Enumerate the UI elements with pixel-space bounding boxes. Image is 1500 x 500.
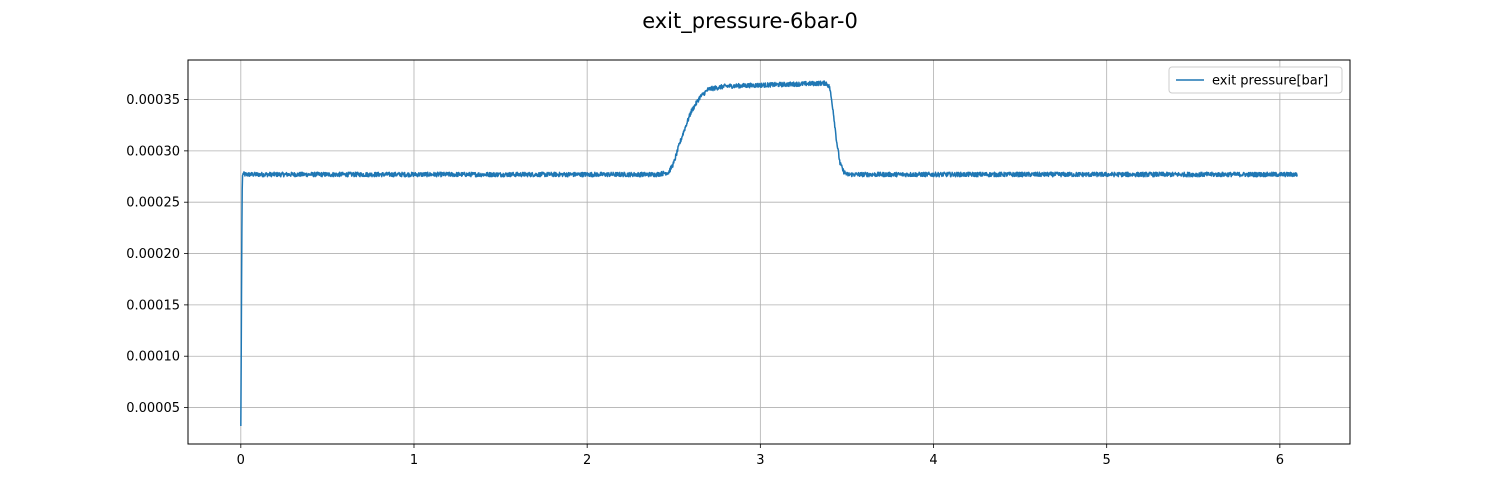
x-tick-label: 5 [1103,453,1111,468]
chart-title: exit_pressure-6bar-0 [642,9,858,34]
series-layer [240,80,1298,427]
y-tick-label: 0.00005 [126,401,180,416]
x-tick-label: 3 [756,453,764,468]
legend: exit pressure[bar] [1168,66,1343,94]
legend-label: exit pressure[bar] [1212,74,1328,89]
y-tick-label: 0.00020 [126,247,180,262]
legend-box [1168,66,1343,94]
plot-frame [187,59,1351,445]
x-tick-label: 6 [1276,453,1284,468]
x-tick-label: 2 [583,453,591,468]
x-axis: 0 1 2 3 4 5 6 [237,444,1284,468]
y-tick-label: 0.00030 [126,144,180,159]
grid [188,60,1350,444]
y-tick-label: 0.00010 [126,350,180,365]
y-axis: 0.00005 0.00010 0.00015 0.00020 0.00025 0.000… [126,93,188,416]
y-tick-label: 0.00015 [126,298,180,313]
x-tick-label: 0 [237,453,245,468]
series-line [240,80,1298,427]
x-tick-label: 4 [929,453,937,468]
y-tick-label: 0.00025 [126,196,180,211]
x-tick-label: 1 [410,453,418,468]
y-tick-label: 0.00035 [126,93,180,108]
